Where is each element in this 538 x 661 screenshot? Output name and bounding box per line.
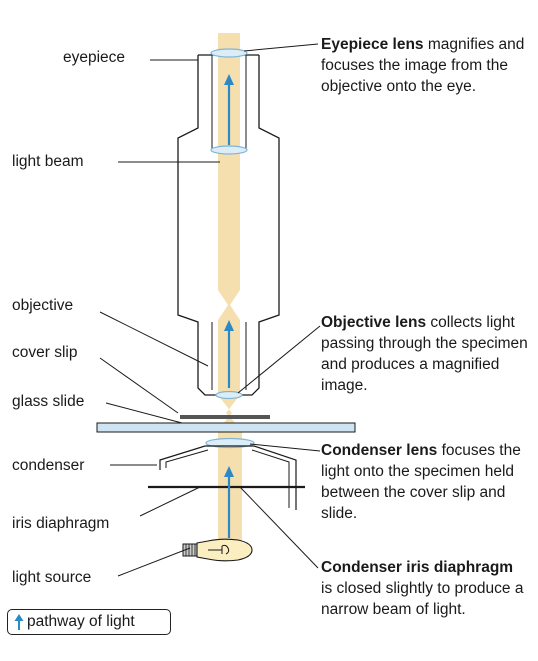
- right-leader-lines: [237, 43, 321, 569]
- light-bulb-icon: [182, 538, 253, 562]
- condenser-housing: [159, 445, 297, 510]
- up-arrow-icon: [14, 614, 24, 630]
- eyepiece-lower-lens: [210, 145, 248, 155]
- eyepiece-lens: [210, 48, 248, 58]
- label-eyepiece: eyepiece: [63, 49, 126, 66]
- desc-objective-lens-title: Objective lens: [321, 314, 427, 331]
- desc-eyepiece-lens-title: Eyepiece lens: [321, 36, 424, 53]
- desc-eyepiece-lens-text: magnifies and focuses the image from the…: [321, 36, 525, 95]
- cover-slip: [180, 415, 270, 419]
- glass-slide: [96, 422, 356, 433]
- left-leader-lines: [99, 59, 220, 577]
- label-light-beam: light beam: [12, 153, 84, 170]
- desc-condenser-iris-text: is closed slightly to produce a narrow b…: [321, 580, 524, 618]
- label-iris-diaphragm: iris diaphragm: [12, 515, 110, 532]
- legend-label: pathway of light: [27, 613, 135, 630]
- desc-condenser-lens-text: focuses the light onto the specimen held…: [321, 442, 521, 522]
- label-condenser: condenser: [12, 457, 85, 474]
- desc-objective-lens: Objective lens collects light passing th…: [321, 312, 536, 396]
- label-objective: objective: [12, 297, 74, 314]
- desc-condenser-lens-title: Condenser lens: [321, 442, 438, 459]
- desc-condenser-iris: Condenser iris diaphragm is closed sligh…: [321, 557, 526, 620]
- desc-objective-lens-text: collects light passing through the speci…: [321, 314, 528, 394]
- label-glass-slide: glass slide: [12, 393, 85, 410]
- label-light-source: light source: [12, 569, 92, 586]
- desc-condenser-lens: Condenser lens focuses the light onto th…: [321, 440, 536, 524]
- light-beam: [218, 33, 242, 540]
- desc-eyepiece-lens: Eyepiece lens magnifies and focuses the …: [321, 34, 536, 97]
- objective-lens: [215, 390, 243, 400]
- condenser-housing-inner: [165, 449, 290, 508]
- label-cover-slip: cover slip: [12, 344, 78, 361]
- desc-condenser-iris-title: Condenser iris diaphragm: [321, 559, 514, 576]
- legend-pathway-of-light: pathway of light: [7, 609, 171, 635]
- condenser-lens: [205, 437, 255, 449]
- light-pathway-arrows: [224, 74, 234, 538]
